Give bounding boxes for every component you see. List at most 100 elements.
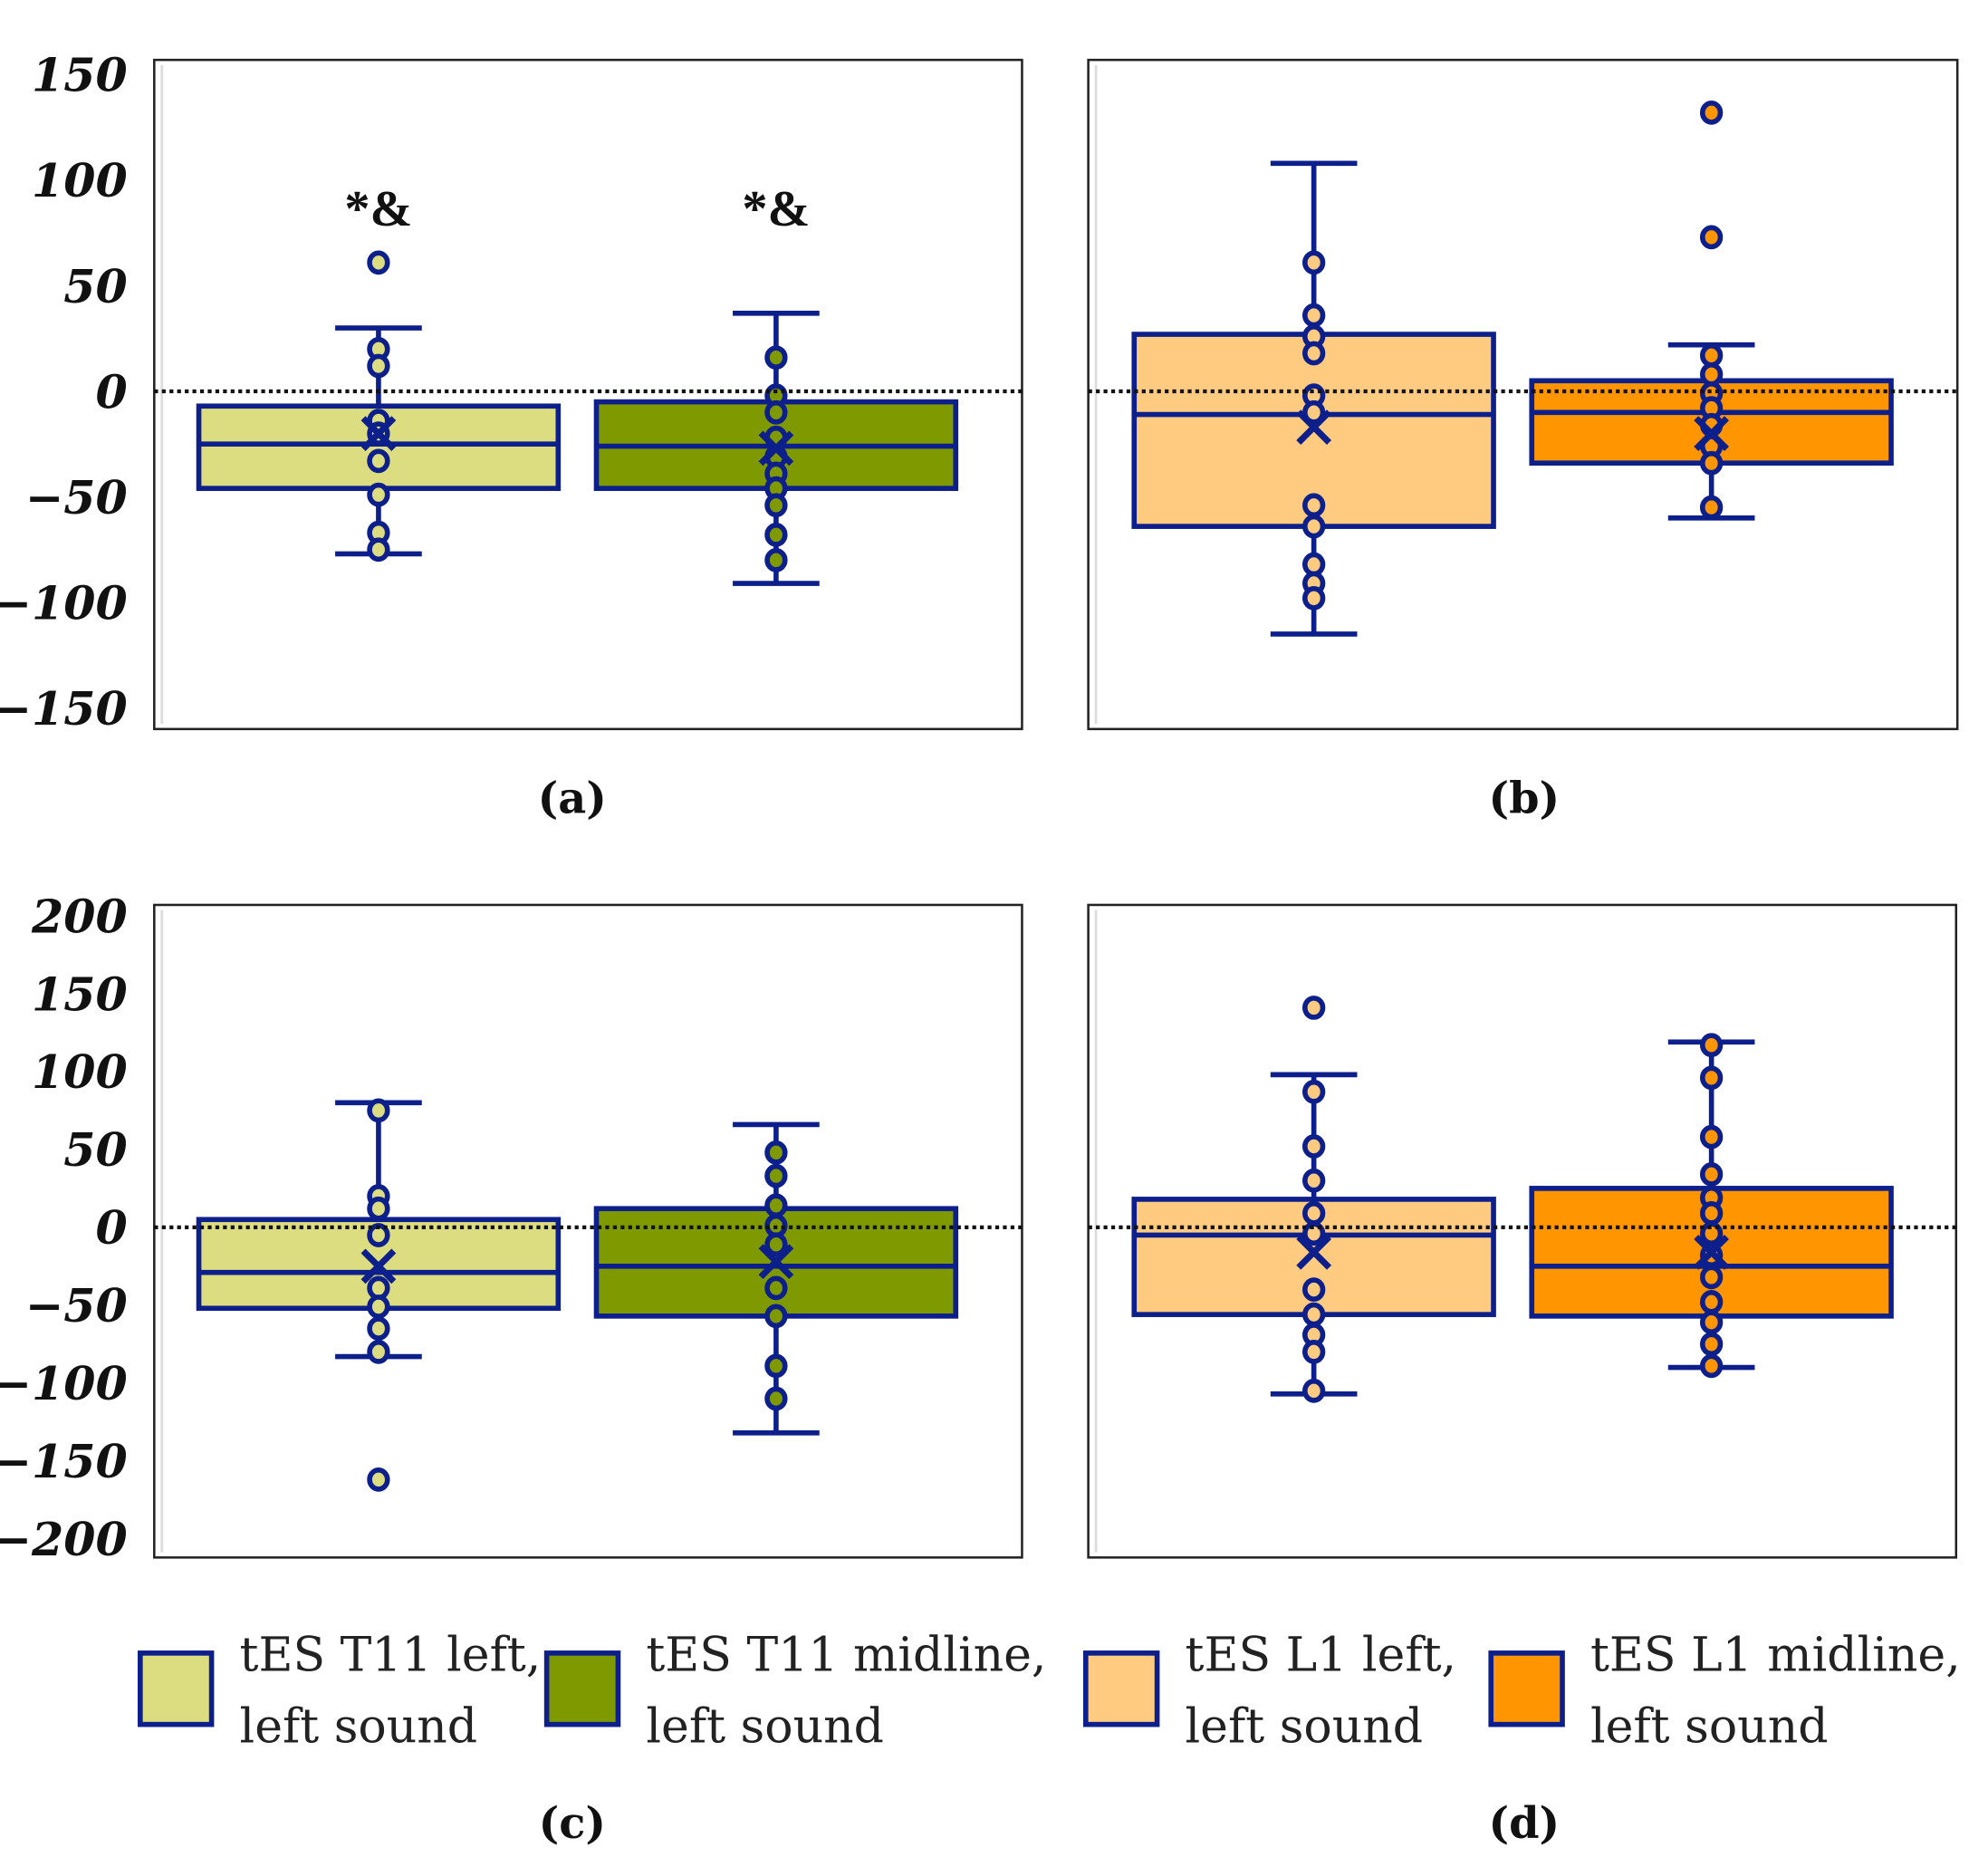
y-tick-label: 100 <box>32 1044 128 1099</box>
y-tick-label: −100 <box>0 1356 128 1410</box>
data-point <box>1699 450 1724 476</box>
y-tick-label: −50 <box>25 470 128 524</box>
y-tick-label: −100 <box>0 575 128 630</box>
box-l1_left <box>1131 160 1496 637</box>
legend-item: tES T11 midline, left sound <box>543 1629 1046 1754</box>
data-point <box>1699 1310 1724 1335</box>
data-point <box>764 345 788 370</box>
legend-label-line1: tES L1 left, <box>1186 1629 1457 1683</box>
mean-marker <box>1296 409 1332 445</box>
legend-swatch <box>1082 1650 1160 1727</box>
panel-label: (a) <box>538 774 607 824</box>
data-point <box>1699 1290 1724 1314</box>
y-tick-label: −200 <box>0 1512 128 1566</box>
legend-item: tES L1 left, left sound <box>1082 1629 1457 1754</box>
panel-c: 200 150 100 50 0 −50 −100 −150 −200 (c) <box>0 889 1023 1849</box>
data-point <box>367 1467 390 1492</box>
mean-marker <box>758 1244 794 1280</box>
data-point <box>1699 1265 1724 1290</box>
panel-a: 150 100 50 0 −50 −100 −150 *& *& (a) <box>0 48 1023 824</box>
box-t11_midline: *& <box>593 181 959 586</box>
data-point <box>367 1340 390 1364</box>
data-point <box>764 1275 788 1301</box>
data-point <box>1301 1201 1326 1226</box>
mean-marker <box>1296 1235 1332 1270</box>
data-point <box>1301 585 1326 611</box>
data-point <box>1699 101 1724 125</box>
data-point <box>1699 1065 1724 1091</box>
data-point <box>1699 342 1724 368</box>
data-point <box>1301 1277 1326 1303</box>
data-point <box>764 1353 788 1379</box>
data-point <box>1699 1124 1724 1150</box>
data-point <box>1301 1302 1326 1327</box>
panel-label: (b) <box>1488 774 1560 824</box>
significance-annotation: *& <box>344 181 412 237</box>
data-point <box>1699 225 1724 250</box>
data-point <box>1301 493 1326 518</box>
y-tick-label: 200 <box>31 889 128 943</box>
data-point <box>1301 1079 1326 1104</box>
data-point <box>367 1316 390 1341</box>
y-tick-label: 150 <box>32 967 128 1021</box>
panel-b: (b) <box>1087 58 1959 824</box>
data-point <box>367 537 390 563</box>
legend-item: tES T11 left, left sound <box>137 1629 542 1754</box>
legend-item: tES L1 midline, left sound <box>1488 1629 1961 1754</box>
legend-swatch <box>1488 1650 1565 1727</box>
box-t11_midline <box>593 1121 959 1436</box>
data-point <box>367 250 390 275</box>
box-l1_midline <box>1529 101 1894 521</box>
legend-label-line2: left sound <box>1590 1699 1829 1754</box>
data-point <box>764 1386 788 1411</box>
legend-label-line2: left sound <box>646 1699 884 1754</box>
y-tick-label: −50 <box>25 1278 128 1333</box>
data-point <box>1699 495 1724 520</box>
y-tick-label: −150 <box>0 681 128 736</box>
legend-label-line1: tES T11 left, <box>240 1629 542 1683</box>
legend: tES T11 left, left sound tES T11 midline, l… <box>137 1629 1961 1754</box>
data-point <box>367 1294 390 1319</box>
data-point <box>1699 1332 1724 1357</box>
mean-marker <box>360 416 397 451</box>
data-point <box>764 399 788 425</box>
mean-marker <box>1694 416 1730 451</box>
box-t11_left: *& <box>196 181 562 563</box>
data-point <box>367 482 390 507</box>
data-point <box>1301 341 1326 366</box>
data-point <box>1301 552 1326 577</box>
mean-marker <box>1694 1235 1730 1270</box>
legend-swatch <box>543 1650 621 1727</box>
legend-label-line1: tES T11 midline, <box>646 1629 1046 1683</box>
data-point <box>1301 996 1326 1020</box>
box-l1_left <box>1131 996 1496 1403</box>
data-point <box>1699 361 1724 387</box>
mean-marker <box>758 430 794 467</box>
data-point <box>1699 1353 1724 1379</box>
legend-label-line2: left sound <box>240 1699 478 1754</box>
data-point <box>1301 1379 1326 1403</box>
data-point <box>1301 399 1326 425</box>
y-tick-label: 0 <box>95 1200 127 1255</box>
data-point <box>1699 1033 1724 1058</box>
data-point <box>764 1163 788 1188</box>
y-tick-label: 100 <box>32 153 128 207</box>
data-point <box>764 1193 788 1218</box>
data-point <box>764 523 788 547</box>
box-t11_left <box>196 1098 562 1492</box>
legend-swatch <box>137 1650 215 1727</box>
legend-label-line2: left sound <box>1186 1699 1424 1754</box>
data-point <box>764 493 788 518</box>
y-tick-label: 50 <box>63 259 127 313</box>
data-point <box>367 448 390 474</box>
data-point <box>764 1304 788 1329</box>
significance-annotation: *& <box>742 181 810 237</box>
panel-d: (d) <box>1087 903 1958 1849</box>
panel-label: (c) <box>539 1798 606 1849</box>
data-point <box>1301 1340 1326 1364</box>
data-point <box>367 1098 390 1123</box>
y-tick-label: 150 <box>32 48 128 102</box>
y-tick-label: 0 <box>95 364 127 419</box>
panel-label: (d) <box>1488 1798 1560 1849</box>
